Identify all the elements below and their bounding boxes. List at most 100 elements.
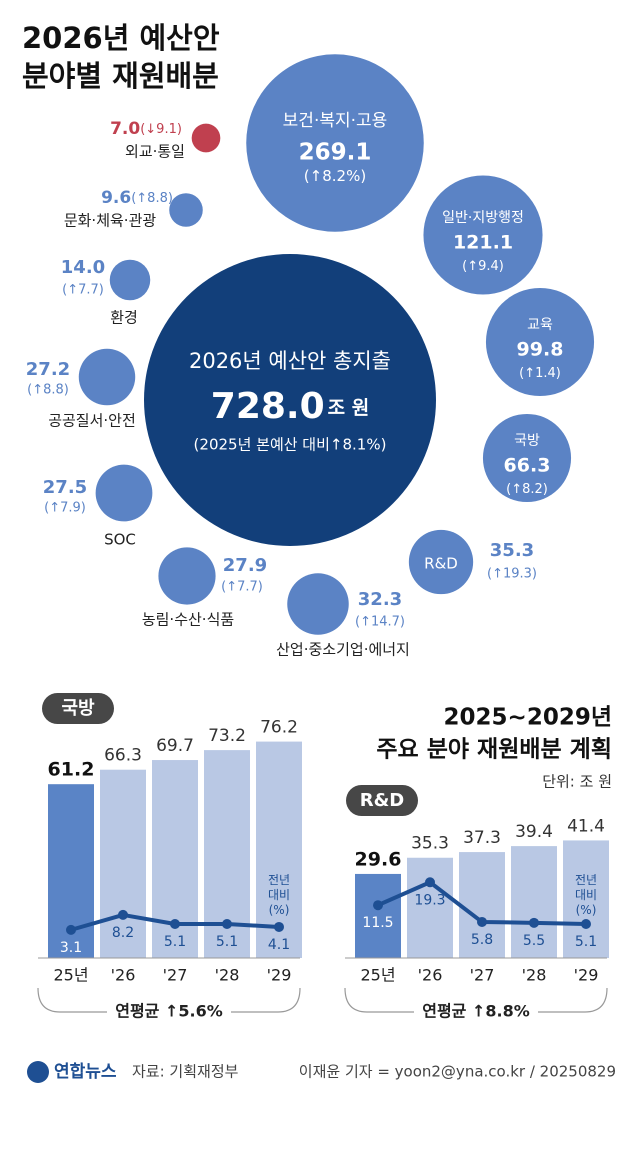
x-tick-label: '26 bbox=[418, 966, 443, 985]
title-line: 2026년 예산안 bbox=[22, 21, 220, 55]
bar bbox=[563, 840, 609, 958]
x-tick-label: '29 bbox=[267, 966, 292, 985]
bubble-value: 121.1 bbox=[453, 232, 513, 254]
bubble bbox=[485, 287, 595, 397]
bubble-change: (↑7.9) bbox=[44, 501, 86, 516]
chart-title: R&D bbox=[360, 790, 405, 811]
total-label: 2026년 예산안 총지출 bbox=[189, 349, 391, 373]
bubble-change: (↑8.8) bbox=[131, 191, 173, 206]
line-label: 3.1 bbox=[60, 940, 82, 956]
bubble bbox=[95, 464, 153, 522]
bar-label: 73.2 bbox=[208, 726, 246, 746]
line-point bbox=[170, 919, 180, 930]
bubble-name: 환경 bbox=[110, 309, 138, 327]
line-label: 5.5 bbox=[523, 933, 545, 949]
bubble-name: R&D bbox=[424, 555, 458, 573]
bubble-change: (↑14.7) bbox=[355, 615, 405, 630]
bar-label: 41.4 bbox=[567, 816, 605, 836]
total-bubble bbox=[144, 254, 436, 546]
line-label: 5.8 bbox=[471, 932, 493, 948]
bubble-change: (↑8.2) bbox=[506, 482, 548, 497]
x-tick-label: '28 bbox=[215, 966, 240, 985]
bubble-value-group: 7.0(↓9.1) bbox=[110, 119, 182, 139]
line-point bbox=[529, 917, 539, 928]
bar-label: 35.3 bbox=[411, 834, 449, 854]
source: 자료: 기획재정부 bbox=[132, 1063, 239, 1081]
line-legend: 전년 대비 (%) bbox=[575, 873, 597, 917]
line-point bbox=[118, 909, 128, 920]
bubble-value: 66.3 bbox=[504, 455, 551, 477]
x-tick-label: '28 bbox=[522, 966, 547, 985]
line-legend-part: 전년 bbox=[575, 873, 597, 887]
bubble-change: (↑9.4) bbox=[462, 259, 504, 274]
bubble-value: 99.8 bbox=[517, 339, 564, 361]
line-legend-part: 대비 bbox=[268, 888, 290, 902]
chart-pill bbox=[346, 785, 418, 816]
bubble-value: 14.0 bbox=[61, 257, 105, 278]
line-label: 5.1 bbox=[575, 934, 597, 950]
x-tick-label: '26 bbox=[111, 966, 136, 985]
bubble-change: (↑7.7) bbox=[221, 580, 263, 595]
total-value-number: 728.0 bbox=[211, 386, 325, 427]
bubble bbox=[246, 54, 424, 232]
chart-title: 국방 bbox=[61, 698, 95, 719]
bubble-value: 9.6 bbox=[101, 188, 131, 208]
line-point bbox=[477, 916, 487, 927]
bubble-name: 국방 bbox=[514, 433, 540, 449]
bubble-value: 35.3 bbox=[490, 540, 534, 561]
bar bbox=[100, 769, 146, 958]
bubble-change: (↓9.1) bbox=[140, 122, 182, 137]
bubble bbox=[408, 529, 474, 595]
bubble bbox=[78, 348, 136, 406]
bubble-value: 32.3 bbox=[358, 589, 402, 610]
bubble-change: (↑7.7) bbox=[62, 283, 104, 298]
bar-label: 61.2 bbox=[48, 759, 95, 781]
bubble bbox=[287, 573, 349, 635]
bubble-value: 27.5 bbox=[43, 477, 87, 498]
line-legend-part: (%) bbox=[576, 903, 597, 917]
line-point bbox=[373, 900, 383, 911]
bubble bbox=[158, 547, 216, 605]
bubble-change: (↑8.2%) bbox=[304, 167, 366, 185]
bar bbox=[459, 852, 505, 958]
x-tick-label: '27 bbox=[470, 966, 495, 985]
bubble-name: 농림·수산·식품 bbox=[142, 611, 234, 629]
line-legend: 전년 대비 (%) bbox=[268, 873, 290, 917]
line-label: 8.2 bbox=[112, 925, 134, 941]
note: 연평균 ↑5.6% bbox=[115, 1002, 223, 1021]
bubble-change: (↑19.3) bbox=[487, 567, 537, 582]
bar bbox=[511, 846, 557, 958]
note-bg bbox=[414, 1000, 538, 1024]
bubble-value: 269.1 bbox=[299, 140, 372, 166]
title-line: 분야별 재원배분 bbox=[22, 59, 219, 93]
bar bbox=[407, 857, 453, 958]
credit: 이재윤 기자 = yoon2@yna.co.kr / 20250829 bbox=[299, 1063, 616, 1081]
x-tick-label: 25년 bbox=[53, 966, 88, 985]
x-tick-label: '27 bbox=[163, 966, 188, 985]
line-label: 5.1 bbox=[164, 934, 186, 950]
note-bg bbox=[107, 1000, 231, 1024]
bubble bbox=[109, 259, 151, 301]
bubble-name: 문화·체육·관광 bbox=[64, 212, 157, 230]
bubble-value: 27.9 bbox=[223, 555, 267, 576]
section-title: 2025~2029년 bbox=[444, 705, 612, 731]
bubble bbox=[169, 193, 203, 227]
bar-label: 66.3 bbox=[104, 746, 142, 766]
bar-label: 37.3 bbox=[463, 828, 501, 848]
total-unit: 조 원 bbox=[328, 397, 370, 419]
chart-pill bbox=[42, 693, 114, 724]
bar-label: 69.7 bbox=[156, 736, 194, 756]
section-title: 주요 분야 재원배분 계획 bbox=[376, 737, 612, 763]
bar bbox=[256, 741, 302, 958]
line-point bbox=[222, 919, 232, 930]
bubble-name: 교육 bbox=[527, 317, 553, 333]
line-legend-part: 전년 bbox=[268, 873, 290, 887]
line-legend-part: (%) bbox=[269, 903, 290, 917]
bubble bbox=[423, 175, 543, 295]
bubble bbox=[482, 413, 572, 503]
bubble-name: 일반·지방행정 bbox=[442, 210, 524, 226]
logo: 연합뉴스 bbox=[54, 1061, 117, 1082]
line-label: 19.3 bbox=[414, 892, 445, 908]
